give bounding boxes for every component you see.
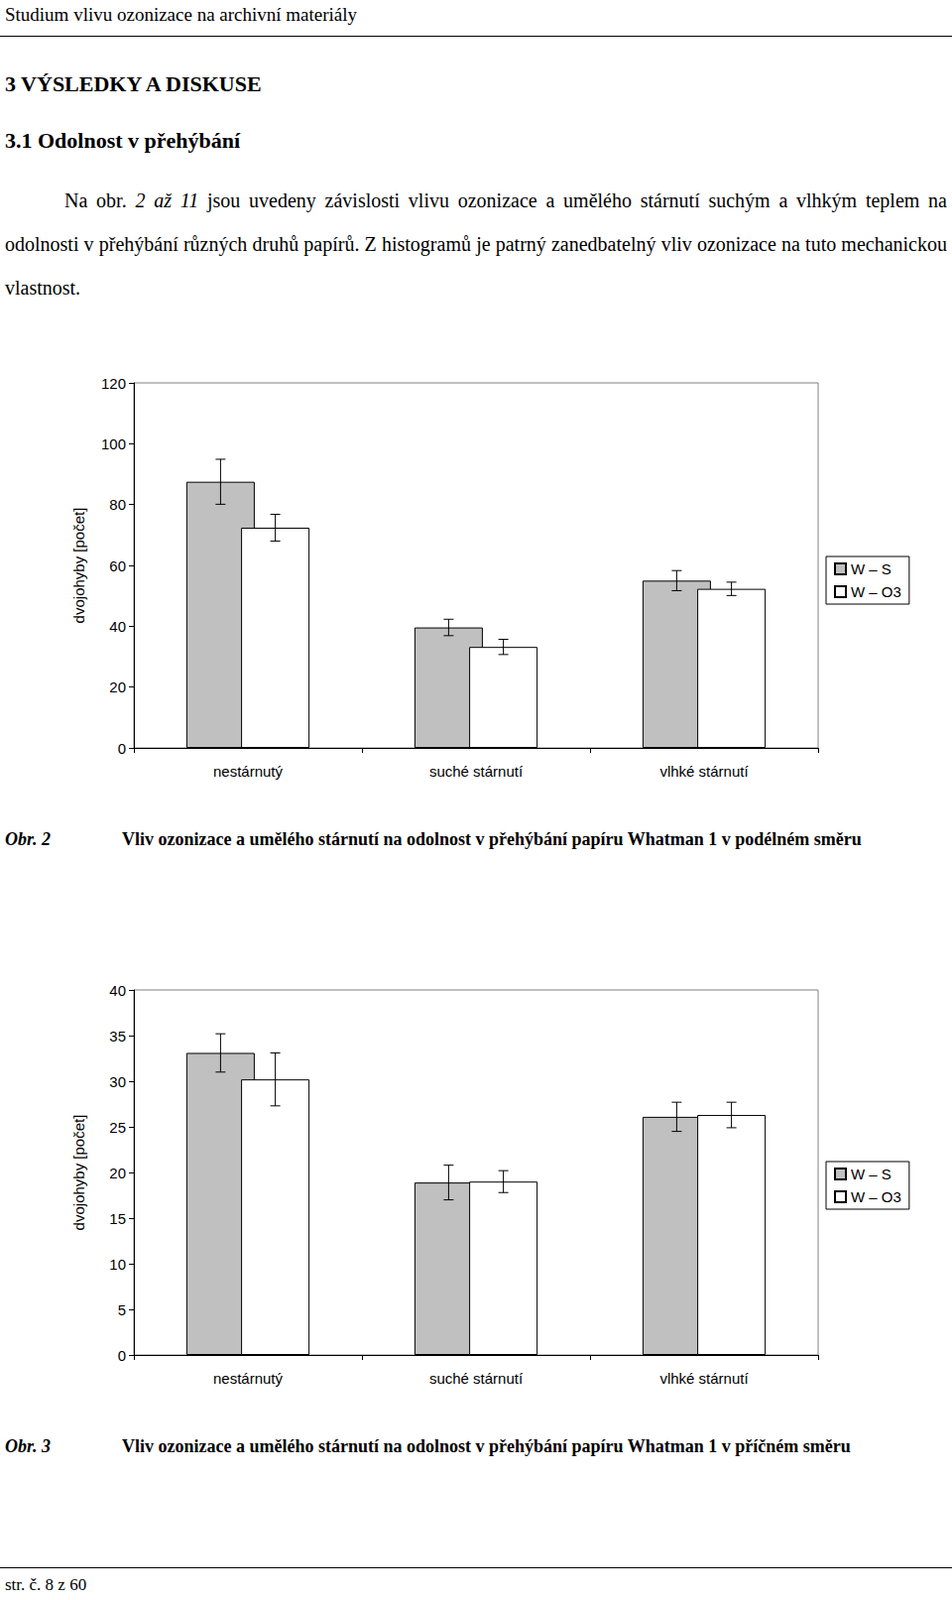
- svg-text:dvojohyby [počet]: dvojohyby [počet]: [70, 507, 88, 624]
- svg-text:40: 40: [109, 981, 126, 999]
- svg-text:suché stárnutí: suché stárnutí: [429, 1369, 524, 1387]
- svg-text:35: 35: [109, 1027, 126, 1045]
- html-text:3.1 Odolnost v přehýbání: 3.1 Odolnost v přehýbání: [4, 127, 241, 153]
- svg-text:W – S: W – S: [850, 560, 892, 578]
- svg-text:vlhké stárnutí: vlhké stárnutí: [659, 762, 749, 780]
- svg-text:80: 80: [109, 495, 126, 513]
- svg-text:W – S: W – S: [850, 1165, 892, 1183]
- svg-text:0: 0: [118, 739, 126, 757]
- svg-text:60: 60: [109, 557, 126, 575]
- svg-text:25: 25: [109, 1118, 126, 1136]
- html-text:3 VÝSLEDKY A DISKUSE: 3 VÝSLEDKY A DISKUSE: [4, 71, 262, 97]
- svg-text:nestárnutý: nestárnutý: [213, 1369, 284, 1387]
- svg-text:40: 40: [109, 617, 126, 635]
- svg-text:20: 20: [109, 1164, 126, 1182]
- svg-text:15: 15: [109, 1209, 126, 1227]
- html-text:Na obr. 2 až 11 jsou uvedeny z: Na obr. 2 až 11 jsou uvedeny závislosti …: [4, 189, 948, 299]
- svg-text:30: 30: [109, 1072, 126, 1090]
- svg-text:dvojohyby [počet]: dvojohyby [počet]: [70, 1114, 88, 1231]
- svg-text:suché stárnutí: suché stárnutí: [429, 762, 524, 780]
- html-text:Vliv ozonizace a umělého stárn: Vliv ozonizace a umělého stárnutí na odo…: [121, 829, 862, 849]
- html-text:Studium vlivu ozonizace na arc: Studium vlivu ozonizace na archivní mate…: [4, 3, 358, 25]
- svg-text:vlhké stárnutí: vlhké stárnutí: [659, 1369, 749, 1387]
- html-text:str. č. 8 z 60: str. č. 8 z 60: [4, 1574, 87, 1594]
- svg-text:0: 0: [118, 1346, 126, 1364]
- html-text:Obr. 2: Obr. 2: [4, 829, 51, 849]
- svg-text:W – O3: W – O3: [850, 583, 902, 600]
- svg-text:100: 100: [101, 435, 126, 453]
- svg-text:120: 120: [101, 374, 126, 392]
- html-text:Obr. 3: Obr. 3: [4, 1435, 51, 1456]
- svg-text:W – O3: W – O3: [850, 1188, 902, 1205]
- svg-text:20: 20: [109, 678, 126, 696]
- svg-text:10: 10: [109, 1255, 126, 1273]
- html-text:Vliv ozonizace a umělého stárn: Vliv ozonizace a umělého stárnutí na odo…: [121, 1435, 851, 1456]
- svg-text:nestárnutý: nestárnutý: [213, 762, 284, 780]
- svg-text:5: 5: [118, 1301, 126, 1318]
